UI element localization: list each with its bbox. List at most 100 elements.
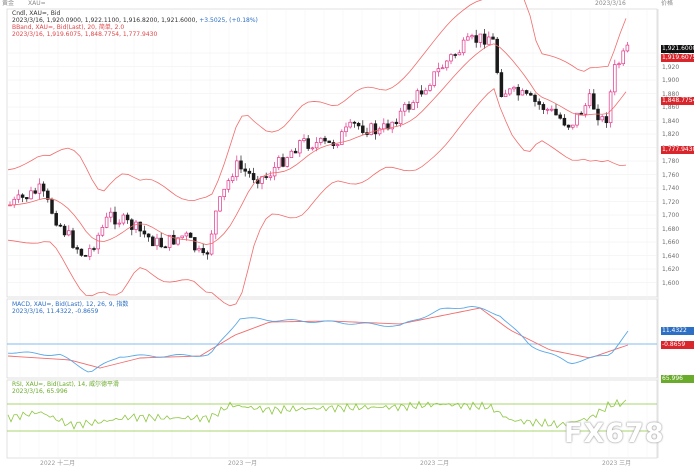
last-price-tag: 1,921.6000 xyxy=(661,45,695,53)
candle-body xyxy=(272,166,277,177)
candle-body xyxy=(566,124,571,128)
candle-body xyxy=(222,188,226,198)
candle-values: 2023/3/16, 1,920.0900, 1,922.1100, 1,916… xyxy=(12,17,258,24)
candle-body xyxy=(524,90,529,94)
middle-band-tag: 1,848.7754 xyxy=(661,97,695,105)
candle-body xyxy=(146,233,151,238)
candle-body xyxy=(142,230,147,235)
candle-body xyxy=(583,105,588,115)
candle-body xyxy=(235,160,239,178)
candle-body xyxy=(159,237,163,248)
candle-body xyxy=(369,123,373,135)
candle-body xyxy=(201,248,205,254)
rsi-line xyxy=(7,398,627,430)
candle-body xyxy=(54,213,58,226)
candle-body xyxy=(344,126,348,133)
macd-tag: 11.4322 xyxy=(661,327,694,335)
candle-body xyxy=(306,138,310,149)
price-tick-label: 1,620 xyxy=(662,266,680,273)
candle-body xyxy=(83,255,88,257)
candle-body xyxy=(373,123,378,135)
price-tick-label: 1,680 xyxy=(662,225,680,233)
candle-body xyxy=(352,121,357,124)
candle-body xyxy=(104,216,109,228)
candle-body xyxy=(16,194,21,200)
candle-body xyxy=(302,138,306,142)
candle-body xyxy=(109,211,113,218)
candle-body xyxy=(293,150,298,154)
top-bar: 黄金 XAU= 2023/3/16 价格 xyxy=(0,0,695,8)
candle-body xyxy=(243,168,247,172)
candle-body xyxy=(453,54,457,56)
candle-body xyxy=(88,248,92,257)
ohlc-values: 2023/3/16, 1,920.0900, 1,922.1100, 1,916… xyxy=(12,17,200,24)
candle-body xyxy=(239,160,243,170)
candle-body xyxy=(394,121,399,125)
rsi-values: 2023/3/16, 65.996 xyxy=(12,388,68,395)
x-label-mar: 2023 三月 xyxy=(602,460,632,467)
candle-body xyxy=(592,93,596,110)
candle-body xyxy=(348,121,352,128)
candle-body xyxy=(33,190,37,194)
candle-body xyxy=(285,157,289,167)
candle-body xyxy=(218,196,222,212)
candle-body xyxy=(41,183,46,192)
candle-body xyxy=(138,221,142,232)
price-tick-label: 1,600 xyxy=(662,279,680,287)
main-panel-frame xyxy=(6,8,658,298)
candle-body xyxy=(579,112,583,115)
x-label-jan: 2023 一月 xyxy=(228,460,258,467)
candle-body xyxy=(575,112,579,126)
candle-body xyxy=(214,210,218,235)
upper-band-tag: 1,919.6075 xyxy=(661,54,695,62)
candle-body xyxy=(482,33,487,45)
candle-body xyxy=(151,236,155,247)
candle-body xyxy=(625,44,630,52)
candle-body xyxy=(529,93,533,96)
price-tick-label: 1,720 xyxy=(662,198,680,206)
signal-tag: -0.8659 xyxy=(661,341,694,349)
candle-body xyxy=(96,234,100,250)
candle-body xyxy=(436,68,441,73)
candle-body xyxy=(419,90,424,95)
candle-body xyxy=(281,157,285,167)
candle-body xyxy=(537,101,541,105)
candle-body xyxy=(533,94,537,102)
price-tick-label: 1,940 xyxy=(662,50,679,57)
price-tick-label: 1,760 xyxy=(662,171,680,179)
candle-body xyxy=(29,190,33,200)
instrument-code: XAU= xyxy=(28,0,46,7)
candle-body xyxy=(167,234,172,248)
candle-body xyxy=(184,232,189,237)
candle-body xyxy=(79,248,84,256)
candle-body xyxy=(361,125,365,133)
bband-upper-line xyxy=(7,0,627,202)
candle-body xyxy=(445,60,449,69)
candle-body xyxy=(600,116,604,121)
candle-body xyxy=(487,36,491,45)
candle-body xyxy=(310,147,315,150)
candle-body xyxy=(457,52,462,56)
candle-body xyxy=(587,93,592,107)
candle-body xyxy=(411,102,415,110)
candle-body xyxy=(407,104,411,110)
price-tick-label: 1,740 xyxy=(662,185,680,192)
price-tick-label: 1,900 xyxy=(662,77,680,84)
candle-body xyxy=(155,237,159,247)
candle-body xyxy=(390,121,394,130)
date-label: 2023/3/16 xyxy=(595,0,626,7)
macd-panel-frame xyxy=(6,298,658,379)
bband-legend: BBand, XAU=, Bid(Last), 20, 简单, 2.0 xyxy=(12,24,125,31)
price-change: +3.5025, (+0.18%) xyxy=(199,17,258,24)
candle-body xyxy=(268,175,273,178)
price-tick-label: 1,700 xyxy=(662,212,680,219)
candle-body xyxy=(377,128,382,135)
candle-body xyxy=(608,91,613,124)
candle-body xyxy=(335,144,340,147)
candle-body xyxy=(428,85,432,91)
macd-line xyxy=(7,305,629,373)
candle-body xyxy=(50,198,54,214)
candle-body xyxy=(125,214,130,221)
